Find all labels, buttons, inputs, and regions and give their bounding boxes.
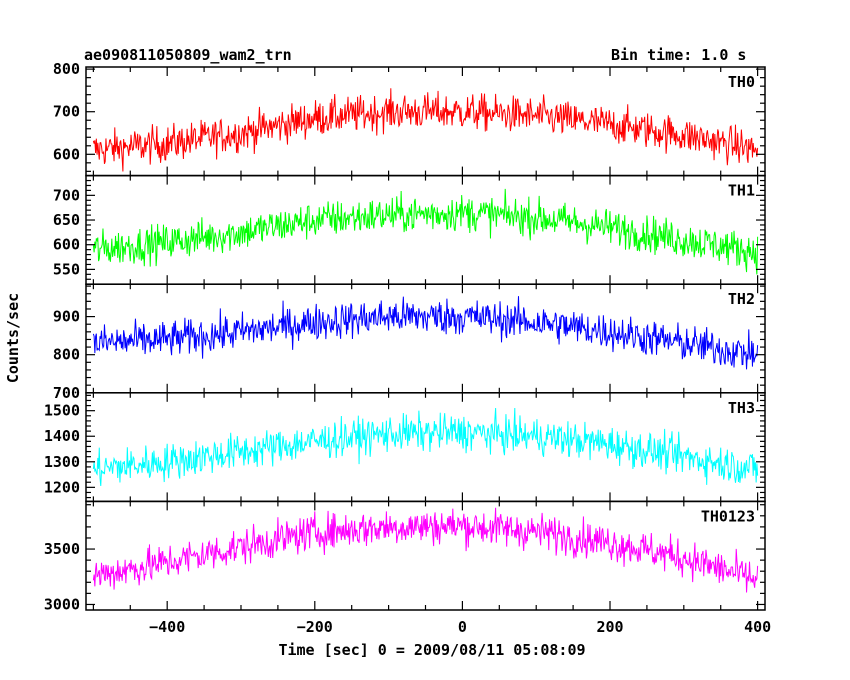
y-tick-label: 1500 [44, 402, 80, 420]
panels-group: 600 700 800 TH0 550 600 650 700 TH1 700 800 900 TH2 1… [44, 60, 771, 636]
series-line-th2 [92, 296, 759, 370]
y-tick-label: 800 [53, 60, 80, 78]
y-tick-label: 1300 [44, 453, 80, 471]
panel-frame-th0 [85, 66, 766, 177]
x-tick-label: −200 [297, 618, 333, 636]
series-line-th3 [92, 407, 759, 487]
panel-frame-th3 [85, 392, 766, 503]
y-tick-label: 550 [53, 260, 80, 278]
x-tick-label: 400 [744, 618, 771, 636]
y-tick-label: 700 [53, 186, 80, 204]
series-line-th0123 [92, 507, 759, 593]
bin-time-label: Bin time: 1.0 s [611, 46, 747, 64]
x-tick-label: 200 [596, 618, 623, 636]
y-tick-label: 600 [53, 145, 80, 163]
panel-label-th2: TH2 [728, 290, 755, 308]
x-tick-label: 0 [458, 618, 467, 636]
y-tick-label: 800 [53, 346, 80, 364]
y-tick-label: 3500 [44, 540, 80, 558]
y-tick-label: 700 [53, 103, 80, 121]
y-tick-label: 1400 [44, 427, 80, 445]
panel-label-th0: TH0 [728, 73, 755, 91]
panel-label-th0123: TH0123 [701, 507, 755, 525]
chart-title: ae090811050809_wam2_trn [84, 46, 292, 64]
y-tick-label: 3000 [44, 595, 80, 613]
series-line-th1 [92, 188, 759, 275]
y-tick-label: 900 [53, 308, 80, 326]
y-tick-label: 600 [53, 236, 80, 254]
y-tick-label: 700 [53, 384, 80, 402]
x-tick-label: −400 [149, 618, 185, 636]
x-axis-label: Time [sec] 0 = 2009/08/11 05:08:09 [278, 641, 585, 659]
y-axis-label: Counts/sec [4, 293, 22, 383]
y-tick-label: 1200 [44, 478, 80, 496]
panel-label-th3: TH3 [728, 399, 755, 417]
y-tick-label: 650 [53, 211, 80, 229]
series-line-th0 [92, 88, 759, 172]
panel-frame-th2 [85, 283, 766, 394]
panel-label-th1: TH1 [728, 182, 755, 200]
